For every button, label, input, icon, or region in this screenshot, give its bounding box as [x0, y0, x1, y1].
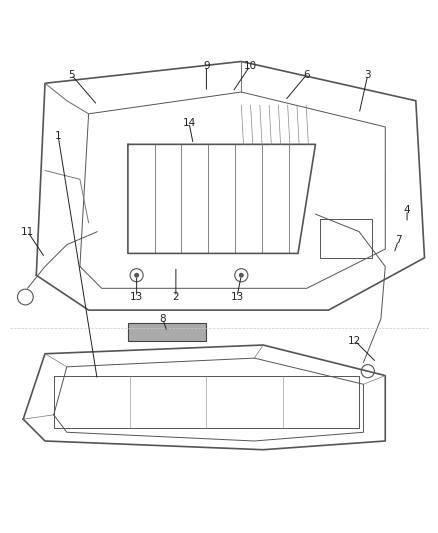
Text: 1: 1 — [55, 131, 61, 141]
Text: 14: 14 — [182, 118, 195, 127]
Text: 8: 8 — [159, 314, 166, 324]
Text: 12: 12 — [347, 336, 360, 346]
Text: 11: 11 — [21, 227, 34, 237]
Text: 10: 10 — [243, 61, 256, 71]
Text: 5: 5 — [68, 70, 74, 79]
Text: 2: 2 — [172, 292, 179, 302]
Text: 13: 13 — [130, 292, 143, 302]
Text: 13: 13 — [230, 292, 243, 302]
Circle shape — [239, 273, 243, 277]
Text: 7: 7 — [394, 236, 401, 245]
Text: 6: 6 — [303, 70, 309, 79]
Polygon shape — [127, 323, 206, 341]
Circle shape — [134, 273, 138, 277]
Text: 4: 4 — [403, 205, 410, 215]
Text: 9: 9 — [203, 61, 209, 71]
Text: 3: 3 — [364, 70, 370, 79]
